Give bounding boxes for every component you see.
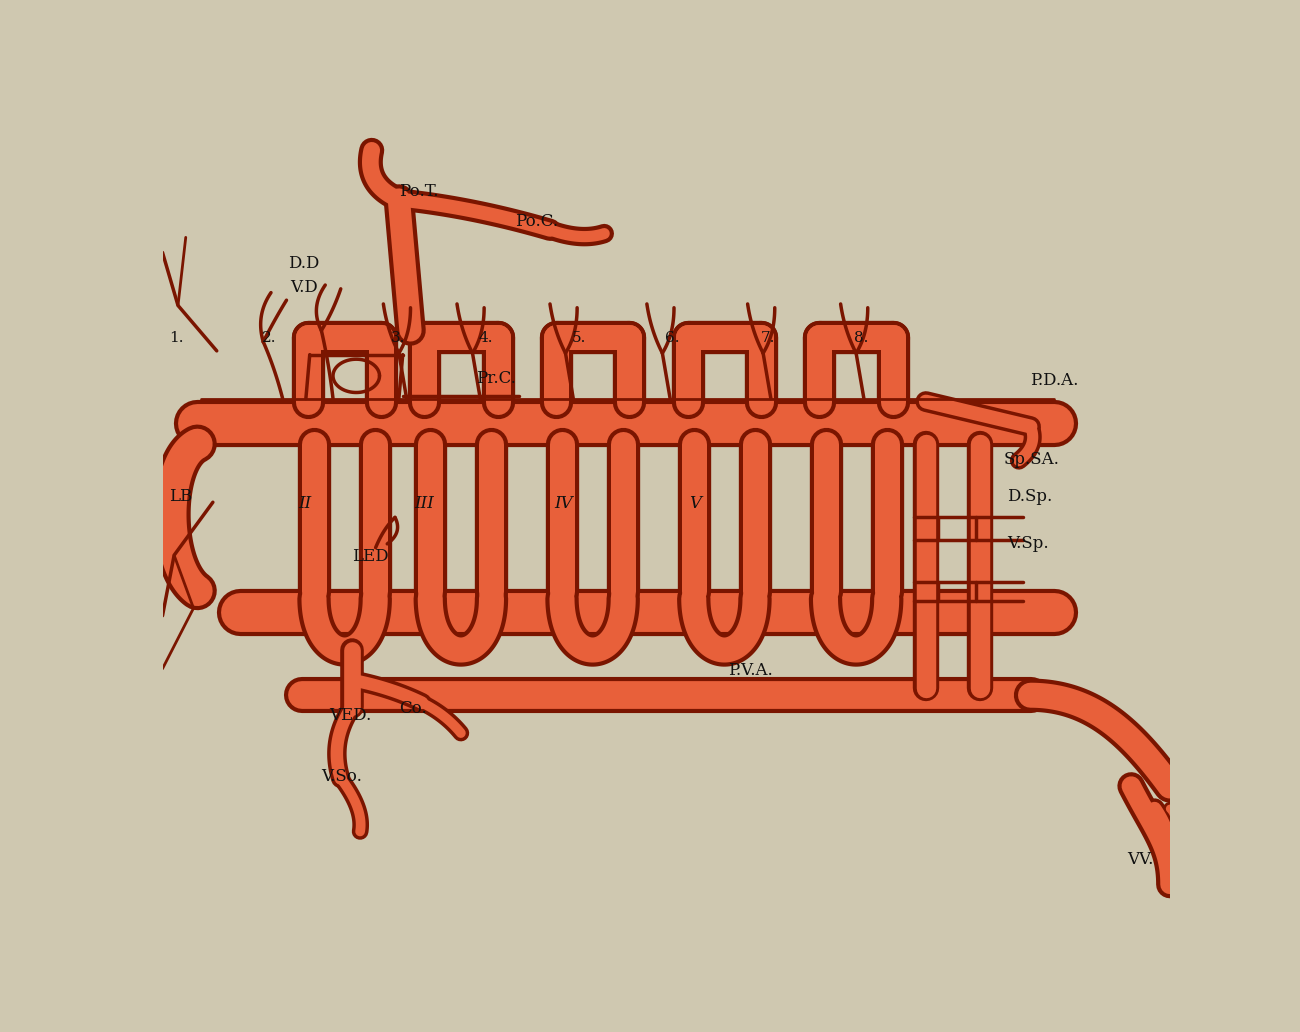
Text: V.D: V.D bbox=[290, 279, 318, 296]
Text: II: II bbox=[298, 495, 312, 512]
Text: D.D: D.D bbox=[289, 255, 320, 271]
Text: V: V bbox=[689, 495, 702, 512]
Text: VV.: VV. bbox=[1127, 851, 1154, 868]
Text: Pr.C.: Pr.C. bbox=[476, 369, 516, 387]
Text: 8.: 8. bbox=[854, 331, 868, 345]
Text: 5.: 5. bbox=[572, 331, 586, 345]
Text: V.Sp.: V.Sp. bbox=[1008, 535, 1049, 552]
Text: IV: IV bbox=[554, 495, 572, 512]
Text: III: III bbox=[415, 495, 434, 512]
Text: 4.: 4. bbox=[478, 331, 493, 345]
Text: P.V.A.: P.V.A. bbox=[728, 662, 774, 679]
Text: V.So.: V.So. bbox=[321, 768, 363, 784]
Text: 2.: 2. bbox=[261, 331, 276, 345]
Text: Po.T.: Po.T. bbox=[399, 183, 438, 200]
Text: VED.: VED. bbox=[329, 707, 372, 724]
Text: 3.: 3. bbox=[391, 331, 406, 345]
Text: 7.: 7. bbox=[760, 331, 775, 345]
Text: Co.: Co. bbox=[399, 700, 426, 716]
Text: 6.: 6. bbox=[664, 331, 679, 345]
Text: LED: LED bbox=[352, 548, 389, 566]
Text: Sp.SA.: Sp.SA. bbox=[1004, 451, 1060, 469]
Text: Po.C.: Po.C. bbox=[515, 213, 558, 230]
Text: LB: LB bbox=[169, 488, 192, 505]
Text: P.D.A.: P.D.A. bbox=[1031, 372, 1079, 389]
Text: D.Sp.: D.Sp. bbox=[1008, 488, 1053, 505]
Text: 1.: 1. bbox=[169, 331, 183, 345]
